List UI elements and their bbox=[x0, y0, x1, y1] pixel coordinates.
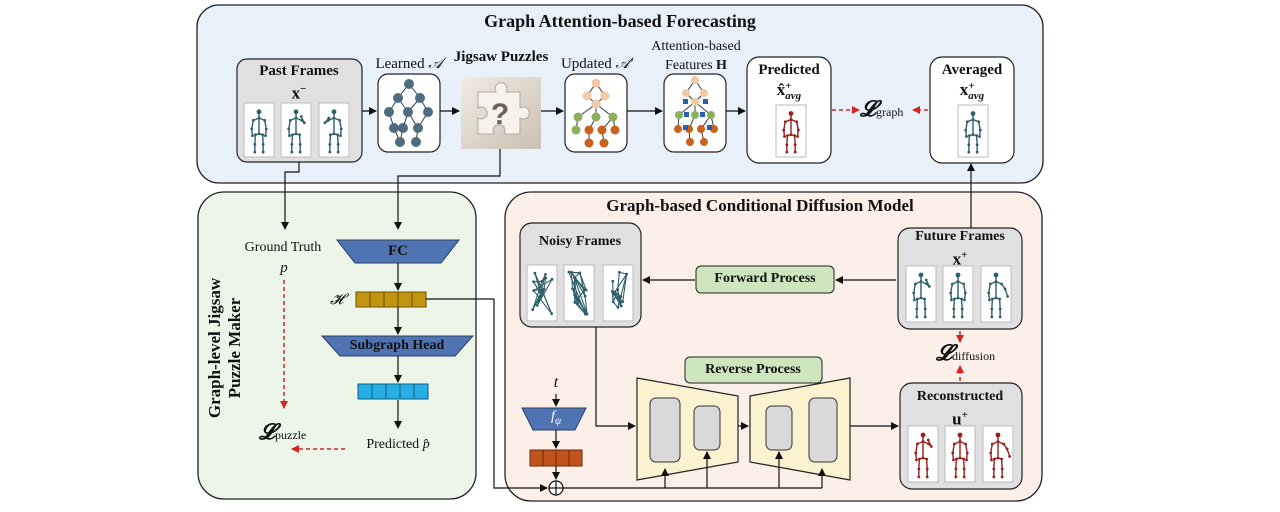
noisy-frame-2 bbox=[563, 264, 595, 322]
t-label: t bbox=[553, 374, 559, 391]
past-skeleton-1 bbox=[250, 109, 268, 154]
attention-feature-tokens bbox=[683, 99, 712, 130]
predicted-embedding bbox=[357, 383, 429, 400]
fc-label: FC bbox=[388, 243, 408, 259]
unet-blocks bbox=[649, 397, 838, 463]
future-skeleton-3 bbox=[987, 272, 1010, 319]
predicted-skeleton bbox=[782, 111, 800, 154]
attention-line1: Attention-based bbox=[651, 39, 741, 54]
noisy-skeleton-1 bbox=[531, 271, 554, 316]
f-psi-layer bbox=[521, 407, 587, 431]
learned-graph-nodes bbox=[384, 79, 433, 147]
sum-node bbox=[548, 480, 564, 496]
future-frames-label: Future Frames x+ bbox=[915, 228, 1005, 269]
averaged-text: Averaged bbox=[941, 62, 1003, 78]
reconstructed-skeleton-2 bbox=[951, 432, 969, 479]
attention-features-label: Attention-based Features H bbox=[651, 37, 740, 75]
past-skeleton-3 bbox=[323, 109, 343, 154]
predicted-text: Predicted bbox=[758, 62, 820, 78]
updated-a-label: Updated 𝒜′ bbox=[560, 56, 634, 72]
past-frames-var: x− bbox=[291, 83, 307, 103]
reconstructed-label: Reconstructed u+ bbox=[917, 388, 1003, 429]
top-panel-title: Graph Attention-based Forecasting bbox=[484, 11, 756, 31]
reverse-process-label: Reverse Process bbox=[705, 362, 801, 377]
time-embedding bbox=[529, 449, 583, 467]
right-panel-title: Graph-based Conditional Diffusion Model bbox=[606, 196, 914, 215]
past-frames-label: Past Frames x− bbox=[259, 62, 339, 103]
predicted-label: Predicted x̂ + avg bbox=[758, 61, 820, 103]
reconstructed-text: Reconstructed bbox=[916, 389, 1004, 404]
left-title-line1: Graph-level Jigsaw bbox=[205, 277, 224, 419]
averaged-var: x + avg bbox=[959, 80, 985, 103]
loss-puzzle-label: 𝓛puzzle bbox=[259, 419, 307, 444]
attention-line2: Features H bbox=[665, 58, 727, 73]
reverse-process-box bbox=[684, 356, 823, 384]
averaged-skeleton bbox=[964, 111, 982, 154]
noisy-frames-label: Noisy Frames bbox=[538, 234, 622, 249]
p-label: p bbox=[280, 260, 288, 276]
future-frames-text: Future Frames bbox=[915, 229, 1005, 244]
jigsaw-puzzles-label: Jigsaw Puzzles bbox=[453, 49, 549, 65]
reconstructed-skeleton-1 bbox=[914, 432, 933, 479]
noisy-skeleton-2 bbox=[567, 270, 589, 316]
noisy-skeleton-3 bbox=[610, 270, 628, 309]
forward-process-label: Forward Process bbox=[714, 271, 816, 286]
future-skeleton-2 bbox=[949, 272, 967, 319]
right-flow-arrows bbox=[426, 276, 899, 492]
predicted-p-label: Predicted p̂ bbox=[366, 437, 430, 452]
h-embedding bbox=[355, 291, 427, 308]
past-frames-text: Past Frames bbox=[259, 63, 339, 79]
h-label: 𝓗 bbox=[330, 292, 344, 308]
reconstructed-var: u+ bbox=[952, 409, 968, 429]
future-frames-var: x+ bbox=[952, 249, 968, 269]
updated-graph-nodes bbox=[571, 78, 620, 148]
loss-diffusion-label: 𝓛diffusion bbox=[936, 340, 996, 365]
predicted-var: x̂ + avg bbox=[776, 80, 802, 103]
top-to-left-connectors bbox=[281, 149, 975, 230]
skeleton-figures bbox=[250, 109, 1012, 479]
past-skeleton-2 bbox=[287, 109, 306, 154]
averaged-label: Averaged x + avg bbox=[941, 61, 1003, 103]
svg-text:?: ? bbox=[491, 98, 509, 131]
loss-puzzle-arrows bbox=[280, 280, 345, 453]
f-psi-label: fψ bbox=[550, 409, 562, 427]
loss-graph-label: 𝓛graph bbox=[860, 96, 904, 121]
fc-layer bbox=[335, 239, 461, 264]
subgraph-head-label: Subgraph Head bbox=[349, 338, 445, 353]
learned-a-label: Learned 𝒜 bbox=[375, 56, 443, 72]
future-skeleton-1 bbox=[912, 272, 931, 319]
jigsaw-puzzle-image: ? bbox=[461, 77, 541, 149]
ground-truth-label: Ground Truth bbox=[244, 240, 322, 255]
subgraph-head-layer bbox=[320, 335, 475, 357]
reconstructed-skeleton-3 bbox=[989, 432, 1012, 479]
forward-process-box bbox=[695, 265, 835, 294]
left-title-line2: Puzzle Maker bbox=[225, 297, 244, 399]
